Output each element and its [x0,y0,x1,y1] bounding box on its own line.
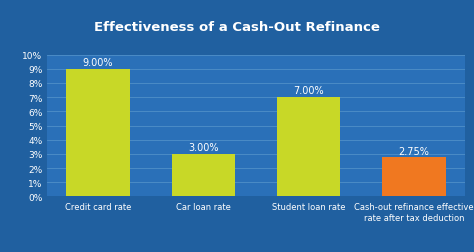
Bar [172,154,235,197]
Text: 9.00%: 9.00% [82,58,113,68]
Text: 7.00%: 7.00% [293,86,324,96]
Text: 2.75%: 2.75% [399,146,429,156]
Bar [277,98,340,197]
Bar [66,70,129,197]
Bar [383,158,446,197]
Text: 3.00%: 3.00% [188,143,219,152]
Text: Effectiveness of a Cash-Out Refinance: Effectiveness of a Cash-Out Refinance [94,21,380,34]
